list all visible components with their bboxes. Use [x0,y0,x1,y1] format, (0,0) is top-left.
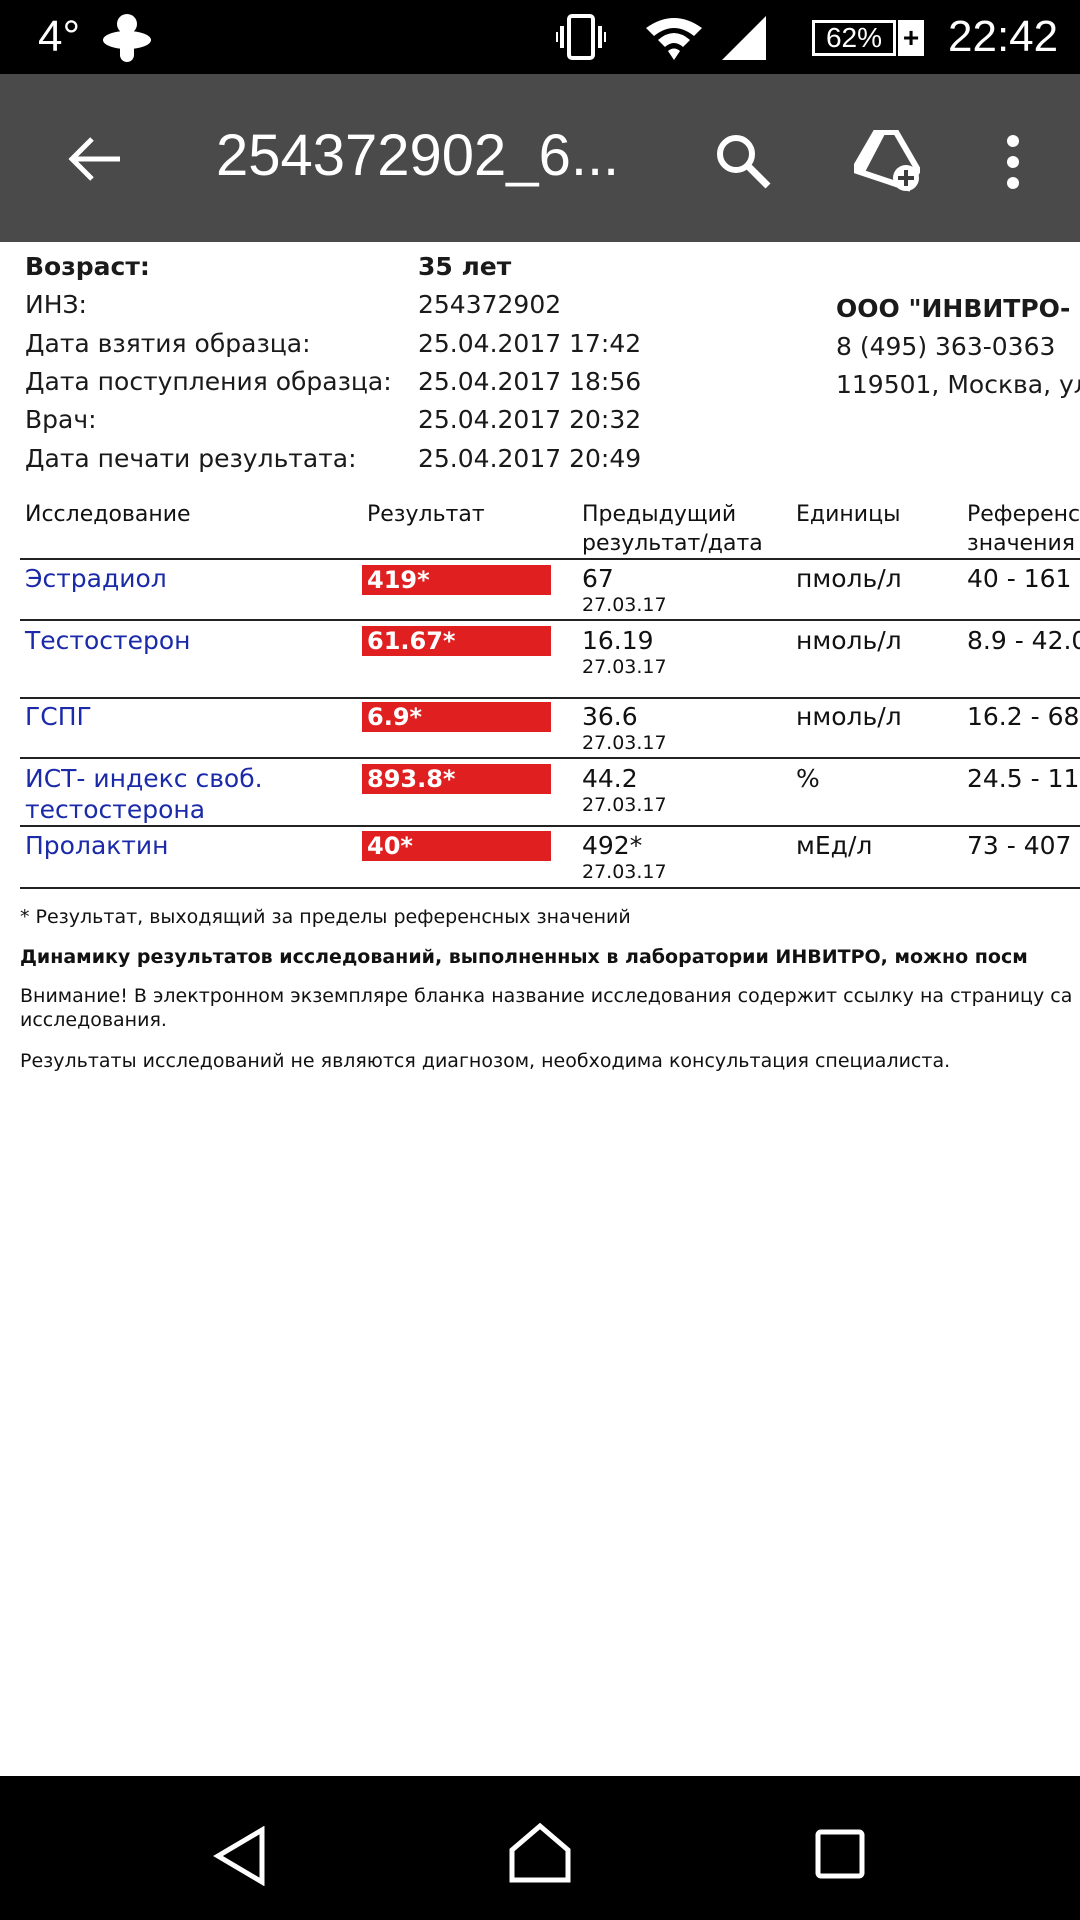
lab-name: ООО "ИНВИТРО- [836,294,1071,323]
prev-date: 27.03.17 [582,732,667,754]
prev-date: 27.03.17 [582,794,667,816]
reference: 40 - 161 [967,564,1072,593]
navigation-bar [0,1776,1080,1920]
column-header: Единицы [796,502,901,527]
status-bar: 4° 62% + 22:42 [0,0,1080,74]
unit: мЕд/л [796,831,873,860]
test-link[interactable]: Пролактин [25,831,169,860]
footnote: * Результат, выходящий за пределы рефере… [20,906,631,928]
prev-date: 27.03.17 [582,861,667,883]
back-arrow-icon[interactable] [68,136,124,182]
battery-level: 62% [825,22,883,53]
lab-phone: 8 (495) 363-0363 [836,332,1056,361]
info-value: 25.04.2017 17:42 [418,329,642,358]
unit: % [796,764,820,793]
temperature: 4° [38,12,81,61]
info-label: ИНЗ: [25,290,87,319]
vibrate-icon [556,14,606,60]
test-link-line2[interactable]: тестостерона [25,795,206,824]
search-icon[interactable] [714,132,772,190]
divider [20,619,1080,621]
divider [20,558,1080,560]
dynamics-note: Динамику результатов исследований, выпол… [20,946,1028,968]
reference: 24.5 - 11 [967,764,1080,793]
app-toolbar: 254372902_6... [0,74,1080,242]
reference: 8.9 - 42.0 [967,626,1080,655]
prev-date: 27.03.17 [582,656,667,678]
back-nav-icon[interactable] [212,1826,272,1886]
info-value: 254372902 [418,290,562,319]
prev-value: 36.6 [582,702,638,731]
clock: 22:42 [948,12,1059,61]
info-label: Врач: [25,405,97,434]
column-header: Исследование [25,502,191,527]
column-header: результат/дата [582,531,763,556]
result-flag: 61.67* [362,626,551,656]
divider [20,697,1080,699]
home-icon[interactable] [508,1822,572,1884]
prev-value: 492* [582,831,643,860]
result-flag: 419* [362,565,551,595]
column-header: Результат [367,502,485,527]
info-label: Дата печати результата: [25,444,357,473]
column-header: Предыдущий [582,502,737,527]
document-title: 254372902_6... [216,123,620,188]
disclaimer: Результаты исследований не являются диаг… [20,1050,951,1072]
unit: пмоль/л [796,564,902,593]
result-flag: 893.8* [362,764,551,794]
wifi-icon [646,18,702,60]
reference: 16.2 - 68 [967,702,1080,731]
prev-value: 67 [582,564,614,593]
signal-icon [722,16,766,60]
battery-charging-icon: 62% [812,20,896,56]
charging-plus-icon: + [898,20,924,56]
info-value: 25.04.2017 20:49 [418,444,642,473]
google-drive-add-icon[interactable] [854,130,920,192]
test-link[interactable]: ГСПГ [25,702,92,731]
prev-date: 27.03.17 [582,594,667,616]
info-value: 35 лет [418,252,512,281]
warning-note-line2: исследования. [20,1009,167,1031]
result-flag: 40* [362,831,551,861]
info-label: Возраст: [25,252,150,281]
info-value: 25.04.2017 20:32 [418,405,642,434]
info-value: 25.04.2017 18:56 [418,367,642,396]
test-link[interactable]: Эстрадиол [25,564,167,593]
test-link[interactable]: ИСТ- индекс своб. [25,764,263,793]
lab-address: 119501, Москва, ул [836,370,1080,399]
prev-value: 44.2 [582,764,638,793]
info-label: Дата взятия образца: [25,329,311,358]
info-label: Дата поступления образца: [25,367,392,396]
divider [20,887,1080,889]
weather-icon [103,14,151,62]
unit: нмоль/л [796,626,902,655]
test-link[interactable]: Тестостерон [25,626,191,655]
warning-note: Внимание! В электронном экземпляре бланк… [20,985,1073,1007]
unit: нмоль/л [796,702,902,731]
more-vert-icon[interactable] [1002,132,1024,192]
result-flag: 6.9* [362,702,551,732]
column-header: Референс [967,502,1080,527]
divider [20,757,1080,759]
column-header: значения [967,531,1076,556]
prev-value: 16.19 [582,626,654,655]
document-page: Возраст: 35 лет ИНЗ: 254372902 Дата взят… [0,174,1080,1274]
reference: 73 - 407 [967,831,1072,860]
recents-icon[interactable] [814,1828,866,1880]
divider [20,825,1080,827]
